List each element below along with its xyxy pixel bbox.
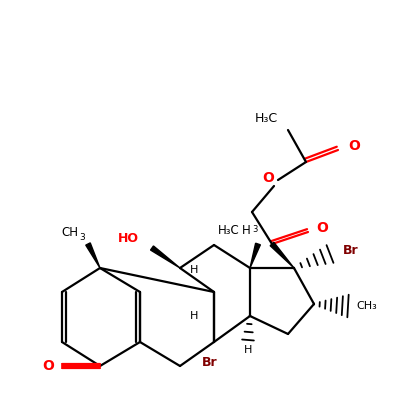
Text: O: O [262, 171, 274, 185]
Text: O: O [316, 221, 328, 235]
Text: 3: 3 [252, 226, 258, 234]
Polygon shape [270, 242, 294, 268]
Text: HO: HO [118, 232, 138, 244]
Text: O: O [348, 139, 360, 153]
Text: H₃C: H₃C [255, 112, 278, 124]
Polygon shape [86, 243, 100, 268]
Text: Br: Br [343, 244, 359, 256]
Text: Br: Br [202, 356, 218, 368]
Text: O: O [42, 359, 54, 373]
Polygon shape [150, 246, 180, 268]
Text: H: H [190, 311, 198, 321]
Text: CH: CH [62, 226, 78, 238]
Text: 3: 3 [79, 234, 85, 242]
Text: H: H [244, 345, 252, 355]
Text: H: H [190, 265, 198, 275]
Text: H₃C: H₃C [218, 224, 240, 236]
Text: H: H [242, 224, 250, 236]
Polygon shape [250, 243, 260, 268]
Text: CH₃: CH₃ [356, 301, 377, 311]
